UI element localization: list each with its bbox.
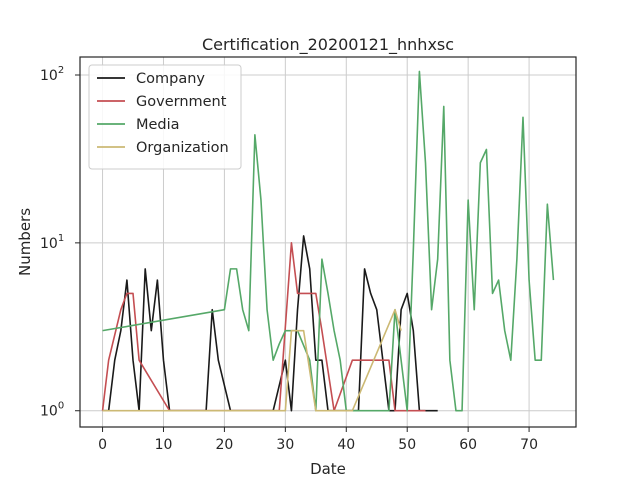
plot-frame (79, 56, 577, 428)
chart-title: Certification_20200121_hnhxsc (202, 35, 454, 55)
legend-label-media: Media (136, 117, 180, 133)
x-tick-label: 10 (155, 437, 173, 453)
x-tick-label: 20 (215, 437, 233, 453)
y-tick-exponent: 1 (58, 233, 64, 244)
y-tick-base: 10 (40, 404, 58, 420)
x-tick-label: 30 (276, 437, 294, 453)
legend-label-company: Company (136, 71, 205, 87)
legend-label-organization: Organization (136, 140, 229, 156)
y-tick-label: 102 (40, 65, 64, 84)
y-tick-base: 10 (40, 236, 58, 252)
series-line-media (102, 70, 555, 412)
series-line-government (101, 242, 426, 412)
y-tick-exponent: 0 (58, 401, 64, 412)
y-tick-label: 100 (40, 401, 64, 420)
y-tick-base: 10 (40, 68, 58, 84)
x-tick-label: 70 (520, 437, 538, 453)
x-tick-label: 0 (98, 437, 107, 453)
legend-label-government: Government (136, 94, 227, 110)
y-tick-label: 101 (40, 233, 64, 252)
legend-box (88, 64, 242, 170)
x-axis-label: Date (310, 460, 346, 478)
x-tick-label: 50 (398, 437, 416, 453)
series-line-organization (102, 308, 402, 412)
y-axis-label: Numbers (16, 208, 34, 276)
x-tick-label: 60 (459, 437, 477, 453)
x-tick-label: 40 (337, 437, 355, 453)
legend: Company Government Media Organization (88, 64, 242, 170)
y-tick-exponent: 2 (58, 65, 64, 76)
series-layer (101, 70, 555, 412)
